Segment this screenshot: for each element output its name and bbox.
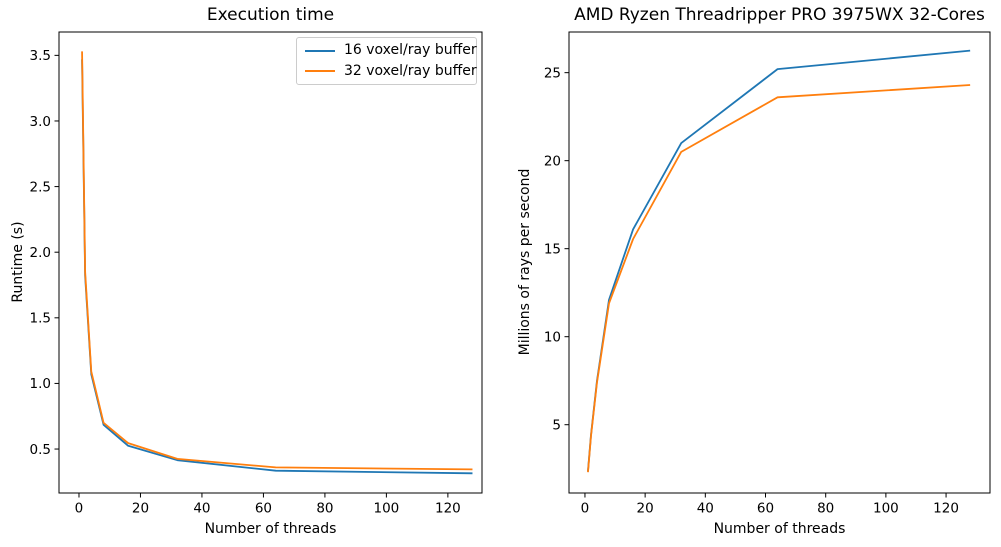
- y-tick-label: 5: [552, 418, 561, 434]
- y-tick-label: 1.0: [30, 376, 51, 392]
- legend-row: 16 voxel/ray buffer: [305, 41, 477, 61]
- series-line-1: [81, 51, 473, 471]
- legend-line-swatch-orange-icon: [305, 70, 335, 73]
- right-yaxis-label: Millions of rays per second: [517, 168, 533, 356]
- y-tick-label: 25: [544, 65, 561, 81]
- legend-label: 16 voxel/ray buffer: [344, 42, 477, 59]
- legend-line-swatch-blue-icon: [305, 49, 335, 52]
- x-tick-label: 100: [873, 501, 899, 517]
- y-tick-label: 2.5: [30, 179, 51, 195]
- x-tick-label: 80: [817, 501, 834, 517]
- right-chart-title: AMD Ryzen Threadripper PRO 3975WX 32-Cor…: [574, 5, 985, 25]
- y-tick-label: 15: [544, 241, 561, 257]
- x-tick-label: 0: [581, 501, 590, 517]
- x-tick-label: 60: [255, 501, 272, 517]
- series-line-0: [81, 59, 473, 475]
- legend-label: 32 voxel/ray buffer: [344, 62, 477, 79]
- series-line-1: [587, 84, 971, 473]
- axes-frame: [58, 31, 483, 494]
- y-tick-label: 3.0: [30, 114, 51, 130]
- y-tick-label: 3.5: [30, 48, 51, 64]
- x-tick-label: 40: [193, 501, 210, 517]
- chart-left: 0 20 40 60 80 100 120 0.5 1.0 1.5 2.0 2.5 3.0 3.5: [30, 31, 483, 517]
- series-line-0: [587, 49, 971, 472]
- x-tick-label: 60: [757, 501, 774, 517]
- left-xaxis-label: Number of threads: [204, 521, 337, 537]
- right-xaxis-label: Number of threads: [713, 521, 846, 537]
- left-yaxis-label: Runtime (s): [10, 221, 26, 303]
- x-tick-label: 20: [637, 501, 654, 517]
- chart-right: 0 20 40 60 80 100 120 5 10 15 20 25: [544, 31, 991, 517]
- x-tick-label: 120: [933, 501, 959, 517]
- legend: 16 voxel/ray buffer 32 voxel/ray buffer: [296, 37, 477, 85]
- left-chart-title: Execution time: [206, 5, 335, 25]
- y-tick-label: 1.5: [30, 311, 51, 327]
- x-tick-label: 20: [132, 501, 149, 517]
- x-tick-label: 100: [374, 501, 400, 517]
- axes-frame: [568, 31, 991, 494]
- y-tick-label: 20: [544, 153, 561, 169]
- x-tick-label: 80: [316, 501, 333, 517]
- x-tick-label: 0: [75, 501, 84, 517]
- x-tick-label: 120: [435, 501, 461, 517]
- x-tick-label: 40: [697, 501, 714, 517]
- y-tick-label: 0.5: [30, 442, 51, 458]
- y-tick-label: 2.0: [30, 245, 51, 261]
- legend-row: 32 voxel/ray buffer: [305, 61, 477, 81]
- y-tick-label: 10: [544, 329, 561, 345]
